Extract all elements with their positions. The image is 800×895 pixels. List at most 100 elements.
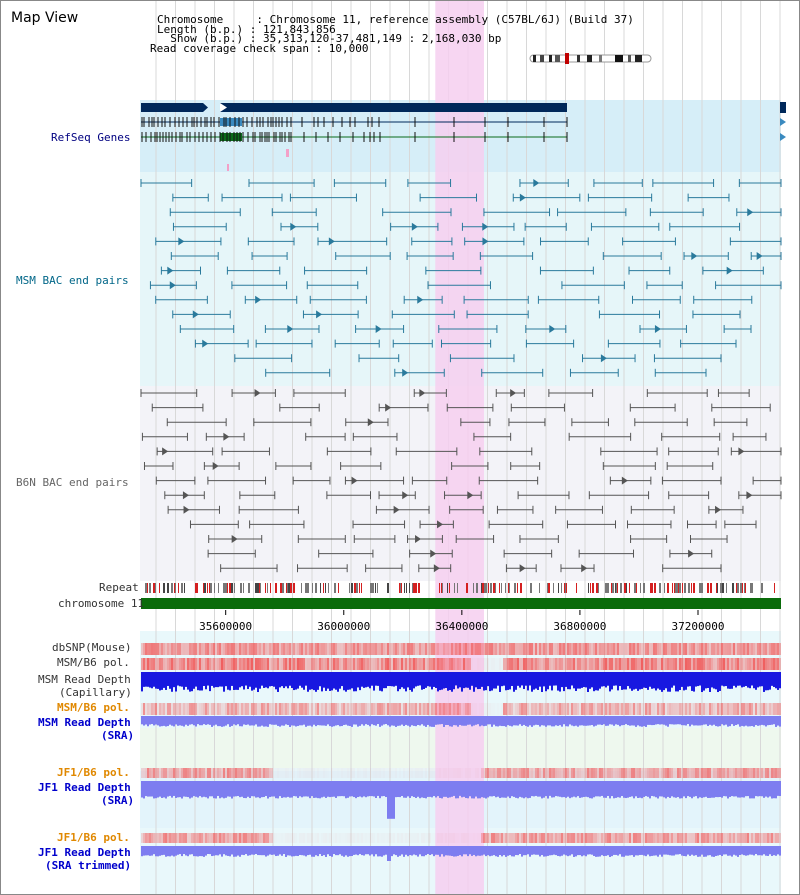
read-depth-bin	[443, 846, 445, 857]
polymorphism-bin	[467, 703, 469, 715]
read-depth-bin	[717, 781, 719, 798]
polymorphism-bin	[651, 768, 653, 778]
read-depth-bin	[305, 672, 307, 686]
repeat-mark	[761, 583, 763, 593]
polymorphism-bin	[673, 768, 675, 778]
polymorphism-bin	[343, 658, 345, 670]
read-depth-bin	[265, 781, 267, 796]
polymorphism-bin	[379, 768, 381, 778]
read-depth-bin	[391, 781, 393, 819]
read-depth-bin	[297, 672, 299, 689]
read-depth-bin	[287, 672, 289, 689]
polymorphism-bin	[249, 703, 251, 715]
polymorphism-bin	[345, 833, 347, 843]
polymorphism-bin	[405, 658, 407, 670]
polymorphism-bin	[439, 768, 441, 778]
read-depth-bin	[291, 781, 293, 798]
track-label-msm-bac[interactable]: MSM BAC end pairs	[16, 274, 129, 287]
read-depth-bin	[265, 672, 267, 688]
track-label-b6n-bac[interactable]: B6N BAC end pairs	[16, 476, 129, 489]
polymorphism-bin	[557, 833, 559, 843]
read-depth-bin	[679, 672, 681, 690]
polymorphism-bin	[183, 768, 185, 778]
polymorphism-bin	[395, 643, 397, 655]
polymorphism-bin	[433, 768, 435, 778]
repeat-mark	[615, 583, 616, 593]
polymorphism-bin	[467, 658, 469, 670]
polymorphism-bin	[179, 768, 181, 778]
polymorphism-bin	[759, 643, 761, 655]
polymorphism-bin	[331, 703, 333, 715]
coverage-tracks[interactable]	[141, 643, 781, 861]
read-depth-bin	[555, 846, 557, 856]
read-depth-bin	[535, 672, 537, 689]
read-depth-bin	[351, 672, 353, 689]
polymorphism-bin	[315, 703, 317, 715]
polymorphism-bin	[727, 643, 729, 655]
polymorphism-bin	[143, 833, 145, 843]
polymorphism-bin	[487, 658, 489, 670]
polymorphism-bin	[191, 703, 193, 715]
read-depth-bin	[477, 716, 479, 725]
polymorphism-bin	[221, 658, 223, 670]
read-depth-bin	[699, 781, 701, 798]
chromosome-bar[interactable]	[141, 598, 781, 609]
bac-arrow	[549, 325, 556, 333]
polymorphism-bin	[441, 658, 443, 670]
selected-region-highlight[interactable]	[435, 1, 484, 895]
read-depth-bin	[467, 716, 469, 725]
read-depth-bin	[675, 672, 677, 692]
polymorphism-bin	[563, 658, 565, 670]
polymorphism-bin	[187, 833, 189, 843]
polymorphism-bin	[751, 703, 753, 715]
read-depth-bin	[351, 846, 353, 857]
show-range-info: Show (b.p.) : 35,313,120-37,481,149 : 2,…	[157, 32, 502, 45]
read-depth-bin	[711, 672, 713, 688]
polymorphism-bin	[525, 658, 527, 670]
msm-bac-track[interactable]	[140, 179, 782, 377]
bac-arrow	[747, 208, 754, 217]
read-depth-bin	[571, 846, 573, 855]
read-depth-bin	[555, 781, 557, 797]
read-depth-bin	[675, 716, 677, 725]
read-depth-bin	[435, 716, 437, 725]
read-depth-bin	[167, 672, 169, 686]
polymorphism-bin	[185, 643, 187, 655]
refseq-genes-track[interactable]	[141, 102, 786, 171]
polymorphism-bin	[503, 768, 505, 778]
b6n-bac-track[interactable]	[140, 389, 782, 573]
repeat-mark	[267, 583, 268, 593]
polymorphism-bin	[605, 833, 607, 843]
read-depth-bin	[289, 672, 291, 686]
polymorphism-bin	[717, 703, 719, 715]
track-label-refseq[interactable]: RefSeq Genes	[51, 131, 131, 144]
read-depth-bin	[193, 716, 195, 726]
read-depth-bin	[417, 781, 419, 797]
polymorphism-bin	[679, 768, 681, 778]
repeat-mark	[282, 583, 284, 593]
read-depth-bin	[551, 672, 553, 691]
polymorphism-bin	[557, 703, 559, 715]
polymorphism-bin	[333, 768, 335, 778]
polymorphism-bin	[273, 643, 275, 655]
polymorphism-bin	[223, 833, 225, 843]
polymorphism-bin	[241, 643, 243, 655]
polymorphism-bin	[635, 703, 637, 715]
chromosome-ideogram[interactable]	[529, 53, 653, 65]
read-depth-bin	[523, 716, 525, 725]
read-depth-bin	[447, 672, 449, 691]
read-depth-bin	[365, 716, 367, 725]
repeat-mark	[207, 583, 208, 593]
repeat-track[interactable]	[145, 583, 775, 593]
read-depth-bin	[229, 672, 231, 691]
polymorphism-bin	[261, 703, 263, 715]
read-depth-bin	[161, 716, 163, 727]
read-depth-bin	[361, 672, 363, 687]
polymorphism-bin	[199, 768, 201, 778]
polymorphism-bin	[157, 768, 159, 778]
polymorphism-bin	[541, 643, 543, 655]
read-depth-bin	[619, 846, 621, 855]
polymorphism-bin	[339, 658, 341, 670]
read-depth-bin	[187, 672, 189, 690]
